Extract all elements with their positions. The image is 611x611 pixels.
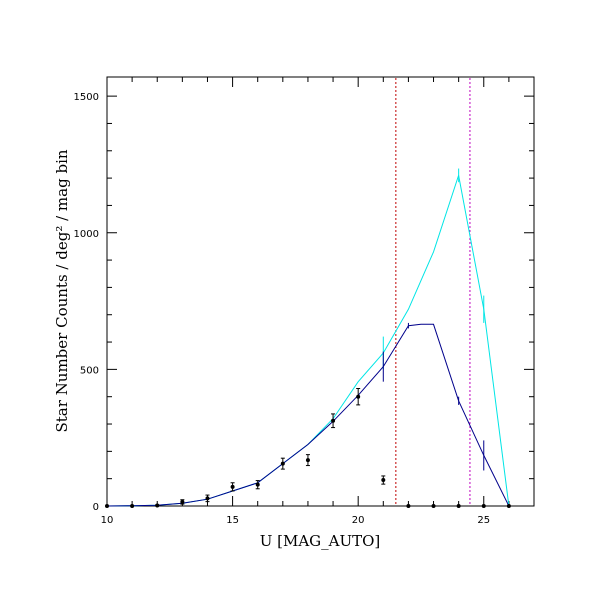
data-point xyxy=(456,504,461,508)
plot-frame xyxy=(106,76,535,507)
data-point xyxy=(506,504,511,508)
data-point xyxy=(331,418,336,423)
data-point xyxy=(105,504,109,508)
data-point xyxy=(180,499,185,504)
data-point xyxy=(305,458,310,463)
x-axis-title: U [MAG_AUTO] xyxy=(260,532,381,550)
data-point xyxy=(255,482,260,487)
data-point xyxy=(155,503,160,508)
y-tick-label: 0 xyxy=(93,502,99,513)
data-point xyxy=(130,504,135,508)
x-tick-label: 20 xyxy=(352,515,365,526)
data-point xyxy=(381,478,386,483)
y-tick-label: 500 xyxy=(80,365,99,376)
data-point xyxy=(481,504,486,508)
y-tick-label: 1500 xyxy=(74,92,99,103)
tick-labels: 10 15 20 25 0 500 1000 1500 xyxy=(74,92,491,526)
y-axis-title: Star Number Counts / deg² / mag bin xyxy=(53,149,71,432)
data-point xyxy=(230,484,235,489)
x-tick-label: 15 xyxy=(226,515,239,526)
data-point xyxy=(205,496,210,501)
x-tick-label: 10 xyxy=(101,515,114,526)
data-point xyxy=(356,394,361,399)
data-point xyxy=(406,504,411,508)
data-series xyxy=(105,168,511,508)
x-tick-label: 25 xyxy=(477,515,490,526)
y-tick-label: 1000 xyxy=(74,229,99,240)
data-point xyxy=(431,504,436,508)
data-point xyxy=(280,461,285,466)
threshold-lines xyxy=(395,78,471,505)
series-line-1 xyxy=(106,323,510,507)
